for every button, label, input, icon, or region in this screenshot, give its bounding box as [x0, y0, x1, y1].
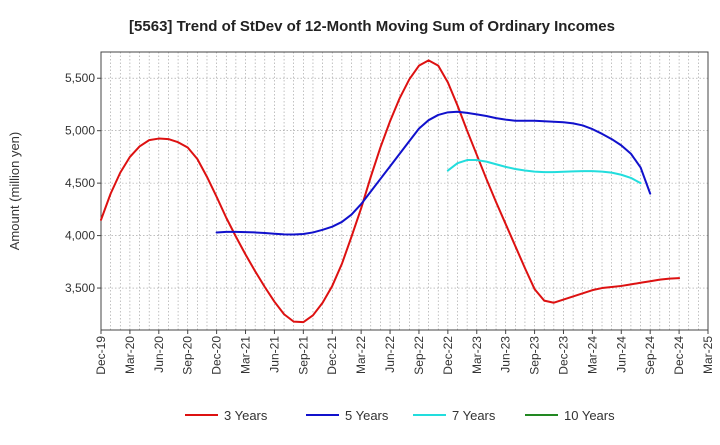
x-tick-label: Mar-24 [585, 336, 599, 374]
x-tick-label: Dec-20 [210, 336, 224, 375]
x-tick-label: Jun-21 [267, 336, 281, 373]
x-tick-label: Mar-25 [701, 336, 715, 374]
series-line-5-years [215, 110, 652, 236]
x-tick-label: Jun-22 [383, 336, 397, 373]
x-tick-label: Jun-23 [499, 336, 513, 373]
y-tick-label: 5,500 [65, 71, 95, 85]
y-tick-label: 5,000 [65, 124, 95, 138]
legend-label-7-years: 7 Years [452, 408, 496, 423]
legend: 3 Years 5 Years 7 Years 10 Years [185, 408, 615, 423]
chart-title: [5563] Trend of StDev of 12-Month Moving… [129, 18, 615, 35]
x-tick-label: Sep-23 [528, 336, 542, 375]
y-axis-label: Amount (million yen) [7, 132, 22, 251]
legend-label-5-years: 5 Years [345, 408, 389, 423]
y-axis-ticks: 3,500 4,000 4,500 5,000 5,500 [65, 71, 101, 295]
x-tick-label: Dec-19 [94, 336, 108, 375]
series-line-3-years [100, 59, 681, 324]
x-tick-label: Jun-20 [152, 336, 166, 373]
series-lines [100, 59, 681, 324]
x-tick-label: Dec-21 [325, 336, 339, 375]
y-tick-label: 3,500 [65, 281, 95, 295]
y-tick-label: 4,000 [65, 229, 95, 243]
x-tick-label: Mar-21 [239, 336, 253, 374]
x-tick-label: Sep-22 [412, 336, 426, 375]
x-tick-label: Dec-23 [556, 336, 570, 375]
grid [101, 52, 708, 330]
legend-label-10-years: 10 Years [564, 408, 615, 423]
legend-label-3-years: 3 Years [224, 408, 268, 423]
x-axis-ticks: Dec-19 Mar-20 Jun-20 Sep-20 Dec-20 Mar-21 Jun-… [94, 330, 715, 375]
plot-frame [100, 51, 709, 331]
x-tick-label: Mar-20 [123, 336, 137, 374]
x-tick-label: Sep-20 [181, 336, 195, 375]
x-tick-label: Mar-22 [354, 336, 368, 374]
x-tick-label: Sep-21 [296, 336, 310, 375]
series-line-7-years [446, 159, 642, 185]
x-tick-label: Sep-24 [643, 336, 657, 375]
y-tick-label: 4,500 [65, 176, 95, 190]
x-tick-label: Jun-24 [614, 336, 628, 373]
x-tick-label: Dec-24 [672, 336, 686, 375]
x-tick-label: Dec-22 [441, 336, 455, 375]
x-tick-label: Mar-23 [470, 336, 484, 374]
